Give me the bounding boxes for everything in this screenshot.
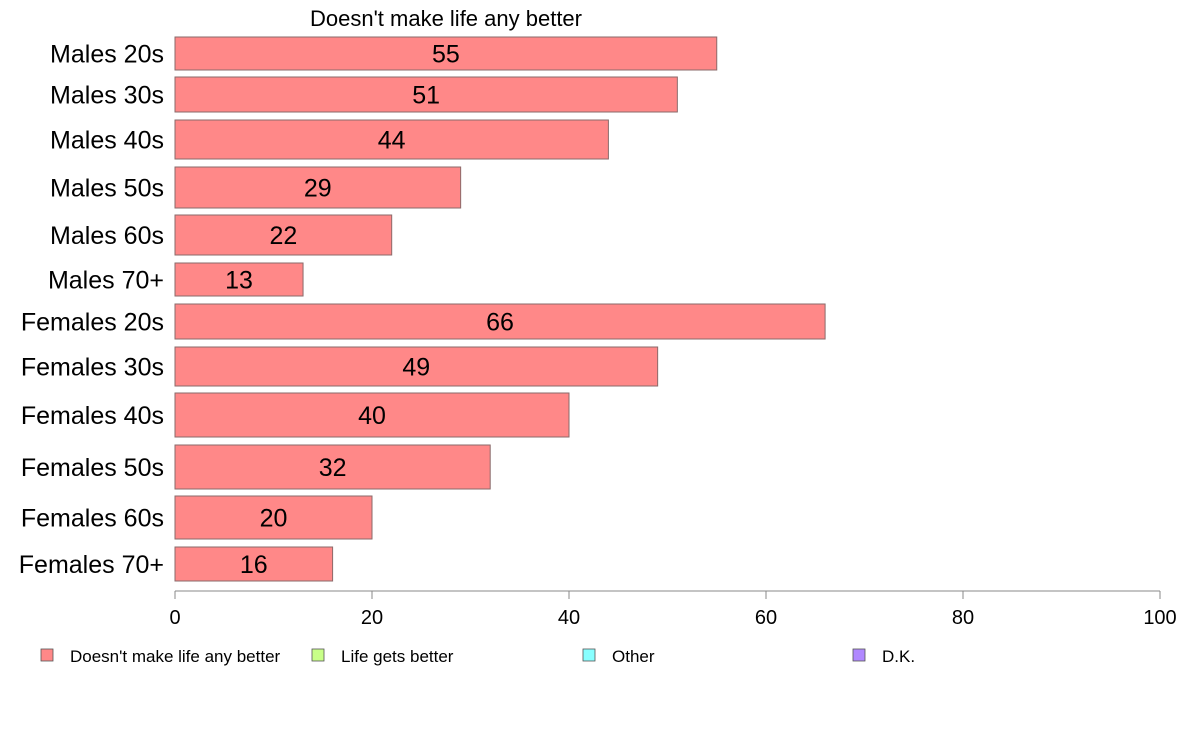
value-label: 49 (402, 354, 430, 382)
value-label: 44 (378, 127, 406, 155)
bar (174, 166, 462, 209)
legend-swatch (582, 648, 596, 662)
x-tick-label: 60 (755, 607, 777, 629)
bar (174, 495, 373, 540)
category-label: Females 50s (21, 454, 164, 482)
value-label: 40 (358, 402, 386, 430)
legend-label: Life gets better (341, 647, 454, 666)
x-tick-label: 40 (558, 607, 580, 629)
bar (174, 262, 304, 297)
x-tick-label: 100 (1143, 607, 1176, 629)
value-label: 66 (486, 309, 514, 337)
bar (174, 36, 718, 71)
bar (174, 214, 393, 256)
value-label: 55 (432, 41, 460, 69)
value-label: 20 (260, 505, 288, 533)
legend-swatch (311, 648, 325, 662)
category-label: Females 30s (21, 354, 164, 382)
bar (174, 392, 570, 438)
category-label: Males 20s (50, 41, 164, 69)
legend: Doesn't make life any better Life gets be… (40, 647, 915, 666)
category-label: Males 70+ (48, 267, 164, 295)
bar (174, 346, 659, 387)
chart-title: Doesn't make life any better (310, 6, 582, 31)
value-label: 32 (319, 454, 347, 482)
category-label: Females 40s (21, 402, 164, 430)
value-label: 16 (240, 551, 268, 579)
value-label: 29 (304, 175, 332, 203)
legend-label: Doesn't make life any better (70, 647, 281, 666)
legend-swatch (40, 648, 54, 662)
legend-label: D.K. (882, 647, 915, 666)
x-axis: 0 20 40 60 80 100 (169, 590, 1177, 629)
bars-group: Males 20s 55 Males 30s 51 Males 40s 44 Males 5… (19, 36, 826, 582)
x-tick-label: 20 (361, 607, 383, 629)
category-label: Males 40s (50, 127, 164, 155)
category-label: Females 60s (21, 505, 164, 533)
x-tick-label: 80 (952, 607, 974, 629)
bar (174, 119, 609, 160)
category-label: Females 20s (21, 309, 164, 337)
bar (174, 444, 491, 490)
legend-label: Other (612, 647, 655, 666)
bar (174, 76, 678, 113)
legend-swatch (852, 648, 866, 662)
category-label: Males 50s (50, 175, 164, 203)
category-label: Males 60s (50, 222, 164, 250)
category-label: Males 30s (50, 82, 164, 110)
category-label: Females 70+ (19, 551, 164, 579)
x-tick-label: 0 (169, 607, 180, 629)
bar (174, 546, 334, 582)
value-label: 51 (412, 82, 440, 110)
value-label: 13 (225, 267, 253, 295)
bar (174, 303, 826, 340)
value-label: 22 (269, 222, 297, 250)
